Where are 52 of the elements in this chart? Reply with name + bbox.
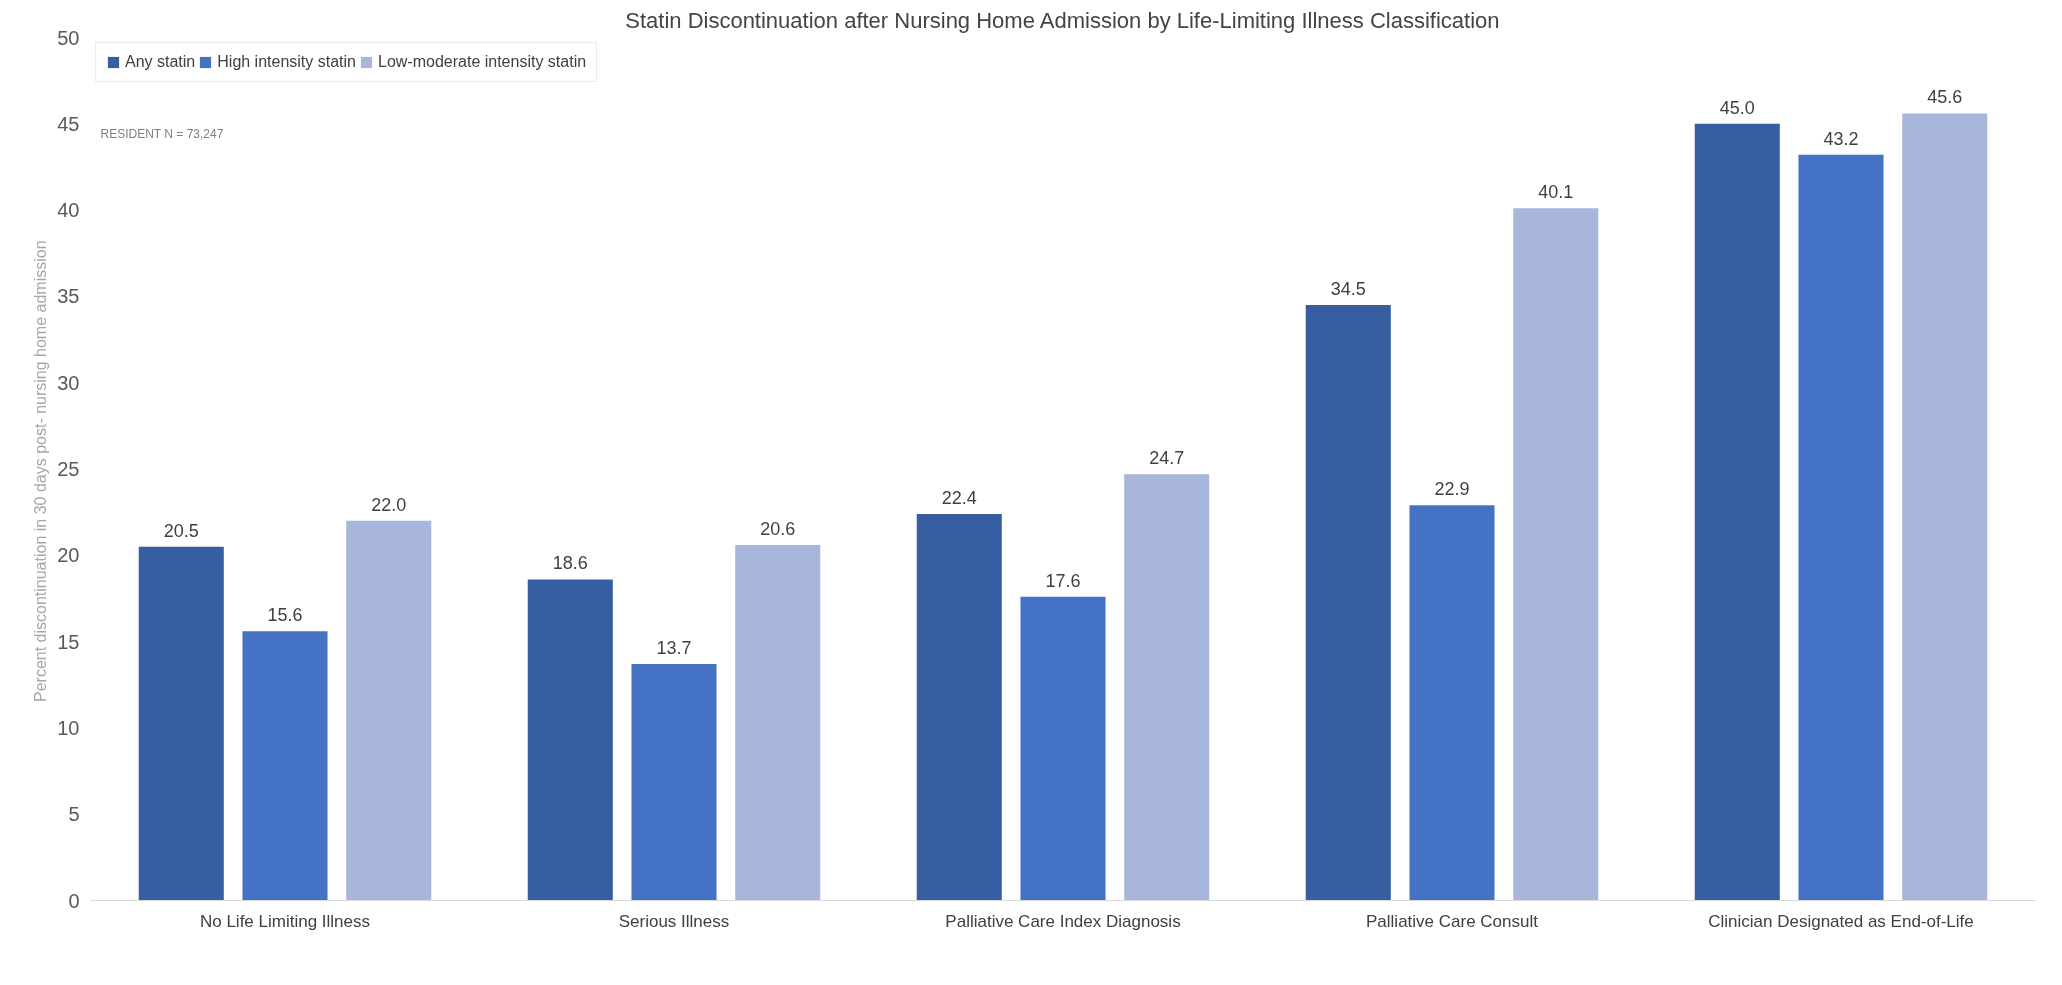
data-label: 45.0 (1719, 97, 1755, 118)
x-tick-label: No Life Limiting Illness (199, 911, 371, 931)
data-label: 15.6 (267, 605, 303, 626)
data-label: 34.5 (1330, 279, 1366, 300)
y-tick-label: 5 (68, 803, 80, 826)
bar (735, 544, 821, 901)
bar (1902, 113, 1988, 901)
bar (1798, 154, 1884, 901)
y-tick-label: 0 (68, 889, 80, 912)
x-tick-label: Palliative Care Consult (1366, 911, 1539, 931)
bar (1020, 596, 1106, 901)
bar (916, 513, 1002, 901)
x-tick-label: Clinician Designated as End-of-Life (1708, 911, 1974, 931)
y-tick-label: 25 (57, 458, 80, 480)
y-tick-label: 10 (57, 716, 80, 739)
data-label: 45.6 (1927, 87, 1963, 108)
legend-label: Any statin (125, 53, 196, 71)
data-label: 22.4 (941, 487, 977, 508)
y-tick-label: 35 (57, 285, 80, 308)
bar (1409, 505, 1495, 901)
data-label: 43.2 (1823, 128, 1859, 149)
legend-label: Low-moderate intensity statin (378, 53, 587, 71)
y-tick-label: 15 (57, 630, 80, 653)
data-label: 18.6 (552, 553, 588, 574)
bar (1305, 305, 1391, 901)
data-label: 22.0 (371, 494, 407, 515)
data-label: 24.7 (1149, 448, 1185, 469)
data-label: 17.6 (1045, 570, 1081, 591)
y-tick-label: 40 (57, 199, 80, 222)
y-tick-label: 50 (57, 26, 80, 49)
data-label: 40.1 (1538, 182, 1574, 203)
bar (631, 664, 717, 901)
bar (527, 579, 613, 901)
data-label: 22.9 (1434, 479, 1470, 500)
data-label: 20.5 (163, 520, 199, 541)
y-tick-label: 30 (57, 371, 80, 394)
bar (346, 520, 432, 901)
data-label: 13.7 (656, 638, 692, 659)
x-tick-label: Palliative Care Index Diagnosis (945, 911, 1181, 931)
bar (242, 631, 328, 901)
chart-title: Statin Discontinuation after Nursing Home Admission by Life-Limiting Illness Classification (625, 7, 1500, 33)
x-tick-label: Serious Illness (618, 911, 730, 931)
bar (1124, 474, 1210, 901)
y-axis-title: Percent discontinuation in 30 days post- nursing home admission (32, 240, 50, 703)
annotation: RESIDENT N = 73,247 (100, 126, 224, 141)
bar (1694, 123, 1780, 901)
bar (138, 546, 224, 901)
legend-label: High intensity statin (217, 53, 356, 71)
y-tick-label: 45 (57, 112, 80, 135)
bar (1513, 208, 1599, 901)
y-tick-label: 20 (57, 544, 80, 567)
data-label: 20.6 (760, 518, 796, 539)
